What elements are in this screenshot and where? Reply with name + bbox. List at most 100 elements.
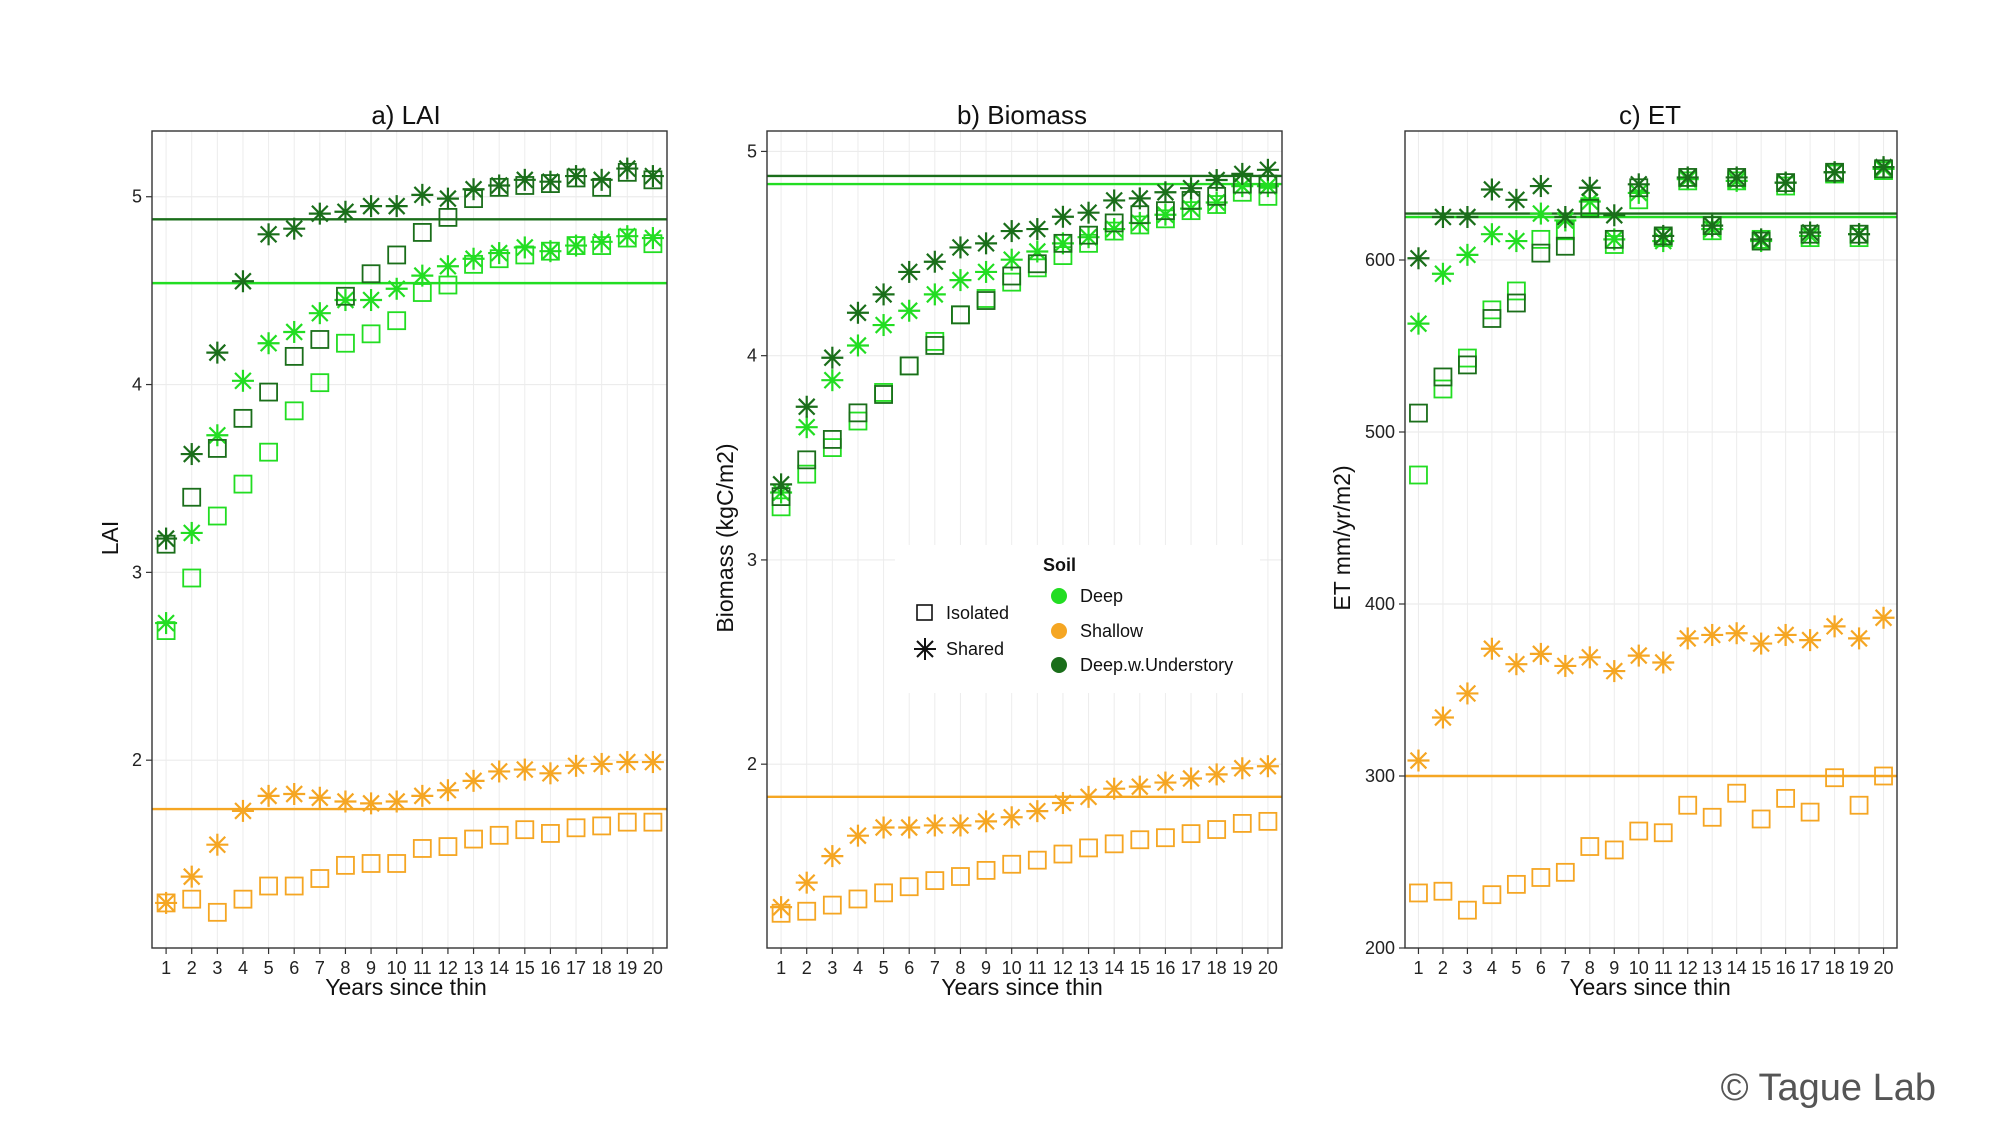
data-point-asterisk bbox=[513, 758, 536, 781]
data-point-asterisk bbox=[1872, 606, 1895, 629]
data-point-square bbox=[1506, 293, 1526, 313]
x-tick-label: 13 bbox=[464, 958, 484, 978]
x-tick-label: 10 bbox=[387, 958, 407, 978]
data-point-square bbox=[1104, 834, 1124, 854]
data-point-square bbox=[207, 902, 227, 922]
data-point-square bbox=[1702, 807, 1722, 827]
data-point-square bbox=[1027, 254, 1047, 274]
series-shallow-asterisk bbox=[155, 751, 664, 914]
data-point-asterisk bbox=[975, 260, 998, 283]
x-axis-title: Years since thin bbox=[941, 974, 1103, 1000]
data-point-square bbox=[387, 245, 407, 265]
data-point-asterisk bbox=[1848, 223, 1871, 246]
data-point-square bbox=[1433, 367, 1453, 387]
x-tick-label: 4 bbox=[1487, 958, 1497, 978]
data-point-square bbox=[1555, 236, 1575, 256]
y-tick-label: 3 bbox=[747, 550, 757, 570]
data-point-square bbox=[1629, 821, 1649, 841]
series-deep-asterisk bbox=[155, 225, 664, 635]
data-point-asterisk bbox=[1103, 218, 1126, 241]
data-point-asterisk bbox=[385, 195, 408, 218]
x-tick-label: 18 bbox=[1825, 958, 1845, 978]
data-point-square bbox=[1849, 795, 1869, 815]
data-point-square bbox=[874, 883, 893, 903]
data-point-square bbox=[310, 869, 330, 888]
x-tick-label: 17 bbox=[566, 958, 586, 978]
series-deep-square bbox=[771, 182, 1278, 517]
data-point-asterisk bbox=[1750, 632, 1773, 655]
series-understory-asterisk bbox=[770, 158, 1279, 496]
data-point-asterisk bbox=[1701, 623, 1724, 646]
data-point-asterisk bbox=[283, 217, 306, 240]
data-point-asterisk bbox=[1051, 205, 1074, 228]
data-point-asterisk bbox=[1750, 228, 1773, 251]
x-tick-label: 6 bbox=[289, 958, 299, 978]
data-point-square bbox=[1130, 830, 1150, 850]
data-point-asterisk bbox=[411, 784, 434, 807]
x-tick-label: 6 bbox=[904, 958, 914, 978]
x-tick-label: 9 bbox=[366, 958, 376, 978]
x-tick-label: 8 bbox=[340, 958, 350, 978]
data-point-asterisk bbox=[1051, 232, 1074, 255]
data-point-square bbox=[1727, 783, 1747, 803]
data-point-square bbox=[1156, 828, 1175, 848]
data-point-square bbox=[617, 812, 637, 832]
data-point-asterisk bbox=[283, 782, 306, 805]
data-point-square bbox=[1458, 355, 1477, 375]
data-point-asterisk bbox=[1154, 181, 1177, 204]
data-point-square bbox=[822, 430, 842, 449]
panel-title: a) LAI bbox=[371, 100, 440, 130]
data-point-square bbox=[182, 889, 202, 909]
y-axis-title: Biomass (kgC/m2) bbox=[712, 443, 738, 632]
data-point-asterisk bbox=[1480, 223, 1503, 246]
x-tick-label: 12 bbox=[1678, 958, 1698, 978]
data-point-asterisk bbox=[1725, 166, 1748, 189]
x-tick-label: 6 bbox=[1536, 958, 1546, 978]
data-point-asterisk bbox=[1554, 206, 1577, 228]
data-point-square bbox=[1027, 850, 1047, 870]
x-tick-label: 2 bbox=[187, 958, 197, 978]
data-point-square bbox=[1580, 837, 1600, 856]
x-tick-label: 5 bbox=[879, 958, 889, 978]
data-point-square bbox=[336, 855, 355, 875]
data-point-square bbox=[284, 876, 304, 896]
legend-label-shared: Shared bbox=[946, 639, 1004, 659]
data-point-asterisk bbox=[1529, 175, 1552, 198]
data-point-square bbox=[874, 385, 893, 404]
panel-title: b) Biomass bbox=[957, 100, 1087, 130]
data-point-asterisk bbox=[821, 346, 844, 369]
y-tick-label: 2 bbox=[132, 750, 142, 770]
data-point-asterisk bbox=[411, 183, 434, 206]
data-point-square bbox=[233, 889, 253, 909]
data-point-asterisk bbox=[949, 236, 972, 259]
series-deep-square bbox=[1409, 161, 1893, 485]
legend-key-shallow bbox=[1051, 623, 1067, 639]
data-point-asterisk bbox=[565, 234, 588, 257]
data-point-asterisk bbox=[949, 269, 972, 292]
data-point-square bbox=[848, 403, 868, 423]
plot-frame bbox=[766, 130, 1283, 949]
data-point-asterisk bbox=[975, 810, 998, 833]
data-point-asterisk bbox=[1456, 206, 1479, 228]
series-shallow-square bbox=[771, 811, 1278, 923]
data-point-asterisk bbox=[1774, 171, 1797, 194]
data-point-asterisk bbox=[231, 369, 254, 392]
y-tick-label: 400 bbox=[1365, 594, 1395, 614]
data-point-asterisk bbox=[898, 816, 921, 839]
x-tick-label: 15 bbox=[1130, 958, 1150, 978]
data-point-asterisk bbox=[206, 833, 229, 856]
data-point-asterisk bbox=[846, 334, 869, 357]
y-tick-label: 500 bbox=[1365, 422, 1395, 442]
legend-label-understory: Deep.w.Understory bbox=[1080, 655, 1233, 675]
x-tick-label: 3 bbox=[1462, 958, 1472, 978]
data-point-asterisk bbox=[1578, 176, 1601, 199]
data-point-asterisk bbox=[1180, 177, 1203, 200]
data-point-asterisk bbox=[923, 250, 946, 273]
data-point-square bbox=[951, 867, 970, 886]
data-point-square bbox=[797, 901, 817, 921]
data-point-asterisk bbox=[488, 760, 511, 783]
legend-label-shallow: Shallow bbox=[1080, 621, 1144, 641]
data-point-asterisk bbox=[898, 299, 921, 322]
data-point-square bbox=[1506, 874, 1526, 894]
